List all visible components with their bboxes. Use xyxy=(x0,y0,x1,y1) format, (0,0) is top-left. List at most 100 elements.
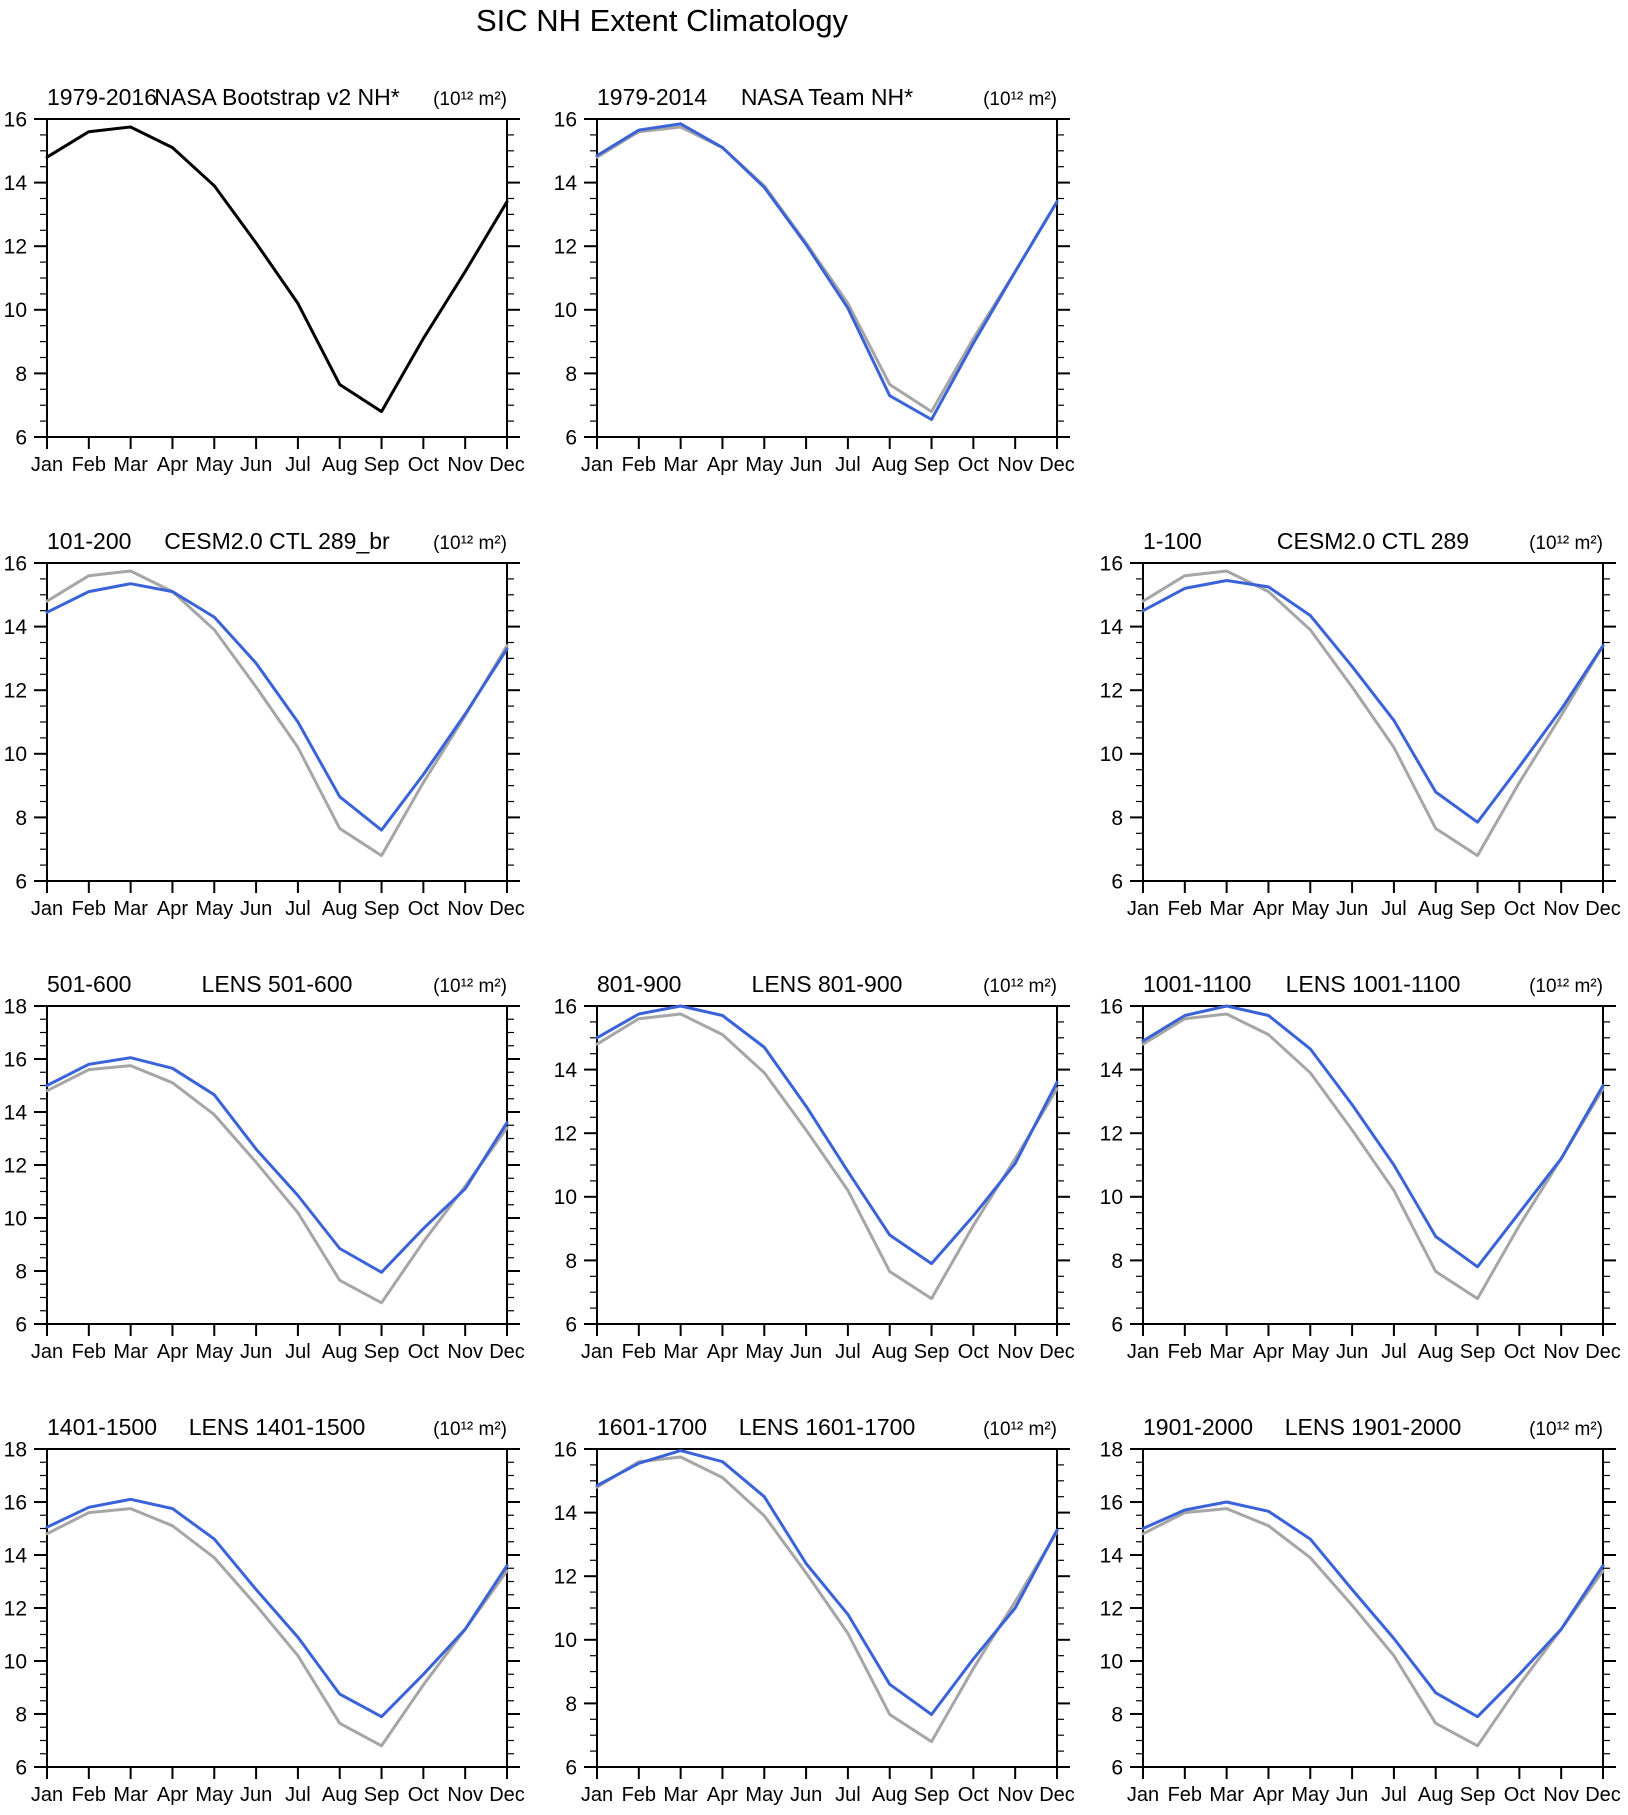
lens-1901-2000-y-tick-label: 8 xyxy=(1111,1703,1123,1726)
lens-1601-1700-series-model xyxy=(595,1449,1059,1716)
lens-1601-1700-y-axis: 6 8 10 12 14 16 xyxy=(554,1438,1070,1779)
lens-1901-2000-month-label-jun: Jun xyxy=(1336,1784,1368,1806)
lens-1401-1500-y-tick-label: 18 xyxy=(4,1438,27,1461)
lens-1001-1100-y-tick-label: 6 xyxy=(1111,1313,1123,1336)
lens-1401-1500-month-label-mar: Mar xyxy=(113,1784,148,1806)
nasa-team-y-tick-label: 10 xyxy=(554,299,577,322)
nasa-team-y-tick-label: 16 xyxy=(554,108,577,131)
lens-501-600-title: LENS 501-600 xyxy=(202,971,353,997)
cesm2-ctl-289br-month-label-jan: Jan xyxy=(31,898,63,920)
nasa-team-y-tick-label: 8 xyxy=(565,363,577,386)
lens-1601-1700-month-label-jul: Jul xyxy=(835,1784,861,1806)
nasa-team-month-label-oct: Oct xyxy=(958,454,990,476)
lens-1901-2000-units-label: (10¹² m²) xyxy=(1529,1419,1603,1440)
cesm2-ctl-289-y-tick-label: 8 xyxy=(1111,807,1123,830)
lens-1401-1500-series-observed-bootstrap xyxy=(45,1507,509,1748)
panel-cesm2-ctl-289: 6 8 10 12 14 16 Jan Feb Mar Apr May Jun Jul Aug Sep Oct… xyxy=(1100,528,1621,920)
lens-1401-1500-month-label-jul: Jul xyxy=(285,1784,311,1806)
lens-1901-2000-y-tick-label: 6 xyxy=(1111,1756,1123,1779)
nasa-bootstrap-month-label-nov: Nov xyxy=(447,454,483,476)
lens-801-900-y-tick-label: 10 xyxy=(554,1186,577,1209)
panel-cesm2-ctl-289br: 6 8 10 12 14 16 Jan Feb Mar Apr May Jun Jul Aug Sep Oct… xyxy=(4,528,525,920)
lens-1001-1100-series-observed-bootstrap xyxy=(1141,1012,1605,1301)
lens-801-900-month-label-jul: Jul xyxy=(835,1341,861,1363)
nasa-team-y-tick-label: 6 xyxy=(565,426,577,449)
cesm2-ctl-289-month-label-jul: Jul xyxy=(1381,898,1407,920)
lens-501-600-month-label-may: May xyxy=(195,1341,233,1363)
lens-1001-1100-month-label-jan: Jan xyxy=(1127,1341,1159,1363)
lens-801-900-month-label-aug: Aug xyxy=(872,1341,908,1363)
cesm2-ctl-289-period-label: 1-100 xyxy=(1143,528,1202,554)
nasa-team-period-label: 1979-2014 xyxy=(597,84,707,110)
lens-1901-2000-month-label-sep: Sep xyxy=(1460,1784,1496,1806)
lens-1601-1700-month-label-mar: Mar xyxy=(663,1784,698,1806)
lens-1401-1500-y-tick-label: 14 xyxy=(4,1544,28,1567)
nasa-team-series-nasa-team xyxy=(595,122,1059,421)
cesm2-ctl-289br-y-tick-label: 14 xyxy=(4,616,28,639)
nasa-bootstrap-y-tick-label: 12 xyxy=(4,236,27,259)
panel-lens-1901-2000: 6 8 10 12 14 16 18 Jan Feb Mar Apr May Jun Jul Aug Sep O… xyxy=(1100,1414,1621,1806)
nasa-team-month-label-nov: Nov xyxy=(997,454,1033,476)
cesm2-ctl-289br-units-label: (10¹² m²) xyxy=(433,533,507,554)
lens-801-900-y-axis: 6 8 10 12 14 16 xyxy=(554,995,1070,1336)
cesm2-ctl-289-month-label-jan: Jan xyxy=(1127,898,1159,920)
cesm2-ctl-289br-month-label-dec: Dec xyxy=(489,898,525,920)
nasa-team-y-tick-label: 14 xyxy=(554,172,578,195)
lens-1601-1700-month-label-dec: Dec xyxy=(1039,1784,1075,1806)
cesm2-ctl-289br-x-axis: Jan Feb Mar Apr May Jun Jul Aug Sep Oct Nov Dec xyxy=(31,881,525,920)
cesm2-ctl-289-y-tick-label: 16 xyxy=(1100,552,1123,575)
nasa-team-month-label-feb: Feb xyxy=(622,454,656,476)
lens-501-600-y-tick-label: 6 xyxy=(15,1313,27,1336)
cesm2-ctl-289br-plot-frame xyxy=(46,562,508,882)
nasa-bootstrap-series-observed-bootstrap xyxy=(45,125,509,414)
cesm2-ctl-289br-period-label: 101-200 xyxy=(47,528,131,554)
nasa-team-series-observed-bootstrap xyxy=(595,125,1059,414)
nasa-bootstrap-month-label-aug: Aug xyxy=(322,454,358,476)
lens-1901-2000-month-label-jul: Jul xyxy=(1381,1784,1407,1806)
cesm2-ctl-289-month-label-dec: Dec xyxy=(1585,898,1621,920)
nasa-bootstrap-x-axis: Jan Feb Mar Apr May Jun Jul Aug Sep Oct Nov Dec xyxy=(31,437,525,476)
panel-nasa-team: 6 8 10 12 14 16 Jan Feb Mar Apr May Jun Jul Aug Sep Oct… xyxy=(554,84,1075,476)
lens-1401-1500-month-label-feb: Feb xyxy=(72,1784,106,1806)
nasa-team-x-axis: Jan Feb Mar Apr May Jun Jul Aug Sep Oct Nov Dec xyxy=(581,437,1075,476)
cesm2-ctl-289-series-model xyxy=(1141,579,1605,824)
lens-1001-1100-month-label-dec: Dec xyxy=(1585,1341,1621,1363)
lens-1901-2000-month-label-feb: Feb xyxy=(1168,1784,1202,1806)
lens-1401-1500-y-tick-label: 8 xyxy=(15,1703,27,1726)
nasa-bootstrap-month-label-dec: Dec xyxy=(489,454,525,476)
lens-1401-1500-y-tick-label: 12 xyxy=(4,1597,27,1620)
nasa-team-month-label-jul: Jul xyxy=(835,454,861,476)
cesm2-ctl-289-month-label-mar: Mar xyxy=(1209,898,1244,920)
lens-501-600-y-tick-label: 12 xyxy=(4,1154,27,1177)
lens-1901-2000-y-tick-label: 16 xyxy=(1100,1491,1123,1514)
nasa-bootstrap-units-label: (10¹² m²) xyxy=(433,89,507,110)
lens-1901-2000-series-observed-bootstrap xyxy=(1141,1507,1605,1748)
lens-1401-1500-month-label-dec: Dec xyxy=(489,1784,525,1806)
lens-1901-2000-y-tick-label: 14 xyxy=(1100,1544,1124,1567)
nasa-bootstrap-y-tick-label: 16 xyxy=(4,108,27,131)
lens-801-900-month-label-feb: Feb xyxy=(622,1341,656,1363)
lens-1601-1700-month-label-jan: Jan xyxy=(581,1784,613,1806)
lens-1601-1700-month-label-oct: Oct xyxy=(958,1784,990,1806)
lens-801-900-month-label-jan: Jan xyxy=(581,1341,613,1363)
lens-501-600-month-label-jul: Jul xyxy=(285,1341,311,1363)
nasa-bootstrap-y-axis: 6 8 10 12 14 16 xyxy=(4,108,520,449)
nasa-bootstrap-y-tick-label: 6 xyxy=(15,426,27,449)
cesm2-ctl-289br-title: CESM2.0 CTL 289_br xyxy=(164,528,390,554)
nasa-team-y-axis: 6 8 10 12 14 16 xyxy=(554,108,1070,449)
lens-1601-1700-month-label-may: May xyxy=(745,1784,783,1806)
lens-1901-2000-month-label-aug: Aug xyxy=(1418,1784,1454,1806)
lens-801-900-units-label: (10¹² m²) xyxy=(983,976,1057,997)
cesm2-ctl-289-title: CESM2.0 CTL 289 xyxy=(1277,528,1469,554)
cesm2-ctl-289br-month-label-jul: Jul xyxy=(285,898,311,920)
cesm2-ctl-289-y-tick-label: 14 xyxy=(1100,616,1124,639)
cesm2-ctl-289-month-label-may: May xyxy=(1291,898,1329,920)
lens-1401-1500-period-label: 1401-1500 xyxy=(47,1414,157,1440)
cesm2-ctl-289-month-label-apr: Apr xyxy=(1253,898,1284,920)
cesm2-ctl-289br-y-axis: 6 8 10 12 14 16 xyxy=(4,552,520,893)
cesm2-ctl-289-y-tick-label: 12 xyxy=(1100,680,1123,703)
lens-1401-1500-month-label-apr: Apr xyxy=(157,1784,188,1806)
lens-801-900-y-tick-label: 12 xyxy=(554,1123,577,1146)
